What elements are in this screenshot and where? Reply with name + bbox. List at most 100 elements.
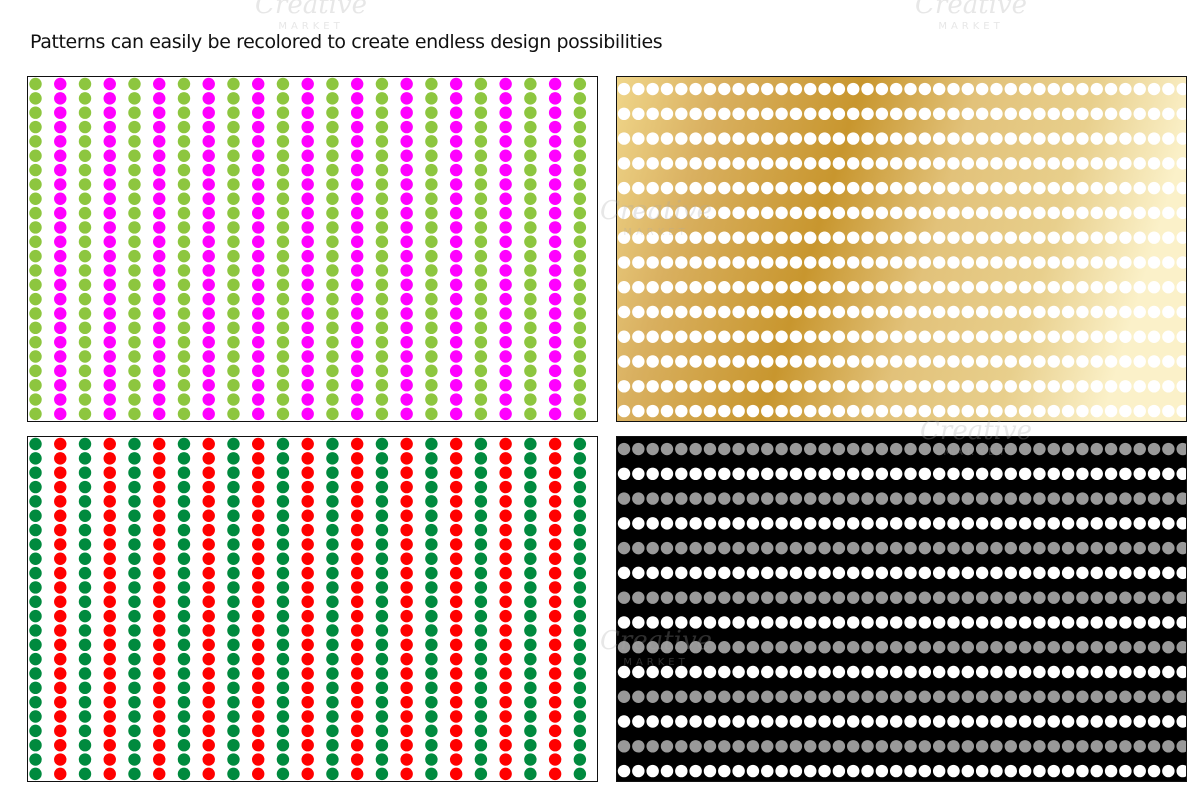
pattern-dot <box>1018 380 1032 393</box>
pattern-dot <box>675 616 688 629</box>
pattern-dot <box>573 321 587 335</box>
pattern-dot <box>153 307 166 320</box>
pattern-dot <box>573 206 587 220</box>
pattern-dot <box>103 393 116 406</box>
pattern-dot <box>400 149 413 162</box>
pattern-dot <box>1119 715 1132 728</box>
pattern-dot <box>1004 181 1018 195</box>
pattern-dot <box>301 695 314 709</box>
pattern-dot <box>975 715 989 728</box>
pattern-dot <box>375 738 389 752</box>
pattern-dot <box>1133 442 1146 456</box>
pattern-dot <box>202 552 215 565</box>
pattern-dot <box>573 335 587 349</box>
pattern-dot <box>103 249 116 263</box>
pattern-dot <box>861 355 874 368</box>
pattern-dot <box>128 120 141 134</box>
pattern-dot <box>177 106 191 119</box>
pattern-dot <box>153 452 166 465</box>
pattern-dot <box>617 517 631 530</box>
pattern-dot <box>889 764 903 778</box>
pattern-dot <box>227 393 240 406</box>
pattern-dot <box>251 581 265 594</box>
pattern-dot <box>718 591 731 604</box>
pattern-dot <box>425 364 438 378</box>
pattern-dot <box>153 624 166 637</box>
pattern-dot <box>1104 690 1118 703</box>
pattern-dot <box>660 157 674 170</box>
pattern-dot <box>301 264 314 277</box>
pattern-dot <box>1076 616 1089 629</box>
pattern-dot <box>177 206 191 220</box>
pattern-dot <box>474 135 488 148</box>
pattern-dot <box>128 638 141 652</box>
pattern-dot <box>573 624 587 637</box>
pattern-dot <box>499 364 512 378</box>
pattern-dot <box>202 92 215 105</box>
pattern-dot <box>499 609 512 623</box>
pattern-dot <box>449 335 463 349</box>
pattern-dot <box>276 292 290 306</box>
pattern-dot <box>449 638 463 652</box>
pattern-dot <box>1004 82 1018 96</box>
pattern-dot <box>153 120 166 134</box>
pattern-dot <box>646 764 659 778</box>
pattern-dot <box>1018 330 1032 343</box>
pattern-dot <box>861 690 874 703</box>
pattern-dot <box>1047 740 1060 753</box>
pattern-dot <box>103 149 116 162</box>
pattern-dot <box>975 404 989 418</box>
pattern-dot <box>425 192 438 205</box>
pattern-dot <box>1119 616 1132 629</box>
pattern-dot <box>449 681 463 695</box>
pattern-dot <box>1133 280 1146 294</box>
pattern-dot <box>832 492 846 505</box>
pattern-dot <box>400 609 413 623</box>
pattern-dot <box>1162 616 1175 629</box>
pattern-dot <box>425 624 438 637</box>
pattern-dot <box>153 466 166 479</box>
pattern-dot <box>29 753 42 766</box>
pattern-dot <box>1104 355 1118 368</box>
pattern-dot <box>251 638 265 652</box>
pattern-dot <box>573 178 587 191</box>
pattern-dot <box>832 740 846 753</box>
pattern-dot <box>975 566 989 580</box>
pattern-dot <box>932 591 946 604</box>
pattern-dot <box>1004 715 1018 728</box>
pattern-dot <box>961 541 975 555</box>
pattern-dot <box>524 609 537 623</box>
pattern-dot <box>990 330 1003 343</box>
pattern-dot <box>573 681 587 695</box>
pattern-dot <box>103 466 116 479</box>
pattern-black-white-gray-rows <box>616 436 1187 782</box>
pattern-dot <box>301 221 314 234</box>
pattern-dot <box>1047 442 1060 456</box>
pattern-dot <box>1104 591 1118 604</box>
pattern-dot <box>875 404 889 418</box>
pattern-dot <box>904 665 917 679</box>
pattern-dot <box>29 624 42 637</box>
pattern-dot <box>703 566 717 580</box>
pattern-dot <box>524 437 537 451</box>
pattern-dot <box>990 231 1003 244</box>
pattern-dot <box>1133 305 1146 319</box>
pattern-dot <box>449 149 463 162</box>
pattern-dot <box>177 120 191 134</box>
pattern-dot <box>1004 591 1018 604</box>
pattern-dot <box>350 178 364 191</box>
pattern-dot <box>961 107 975 121</box>
pattern-dot <box>449 364 463 378</box>
pattern-dot <box>400 552 413 565</box>
pattern-dot <box>326 667 339 680</box>
pattern-dot <box>1104 157 1118 170</box>
pattern-dot <box>573 120 587 134</box>
pattern-dot <box>961 206 975 220</box>
pattern-dot <box>1004 616 1018 629</box>
pattern-dot <box>375 466 389 479</box>
pattern-dot <box>1104 330 1118 343</box>
pattern-dot <box>932 640 946 654</box>
pattern-dot <box>54 710 67 723</box>
pattern-dot <box>947 442 960 456</box>
pattern-dot <box>400 566 413 580</box>
